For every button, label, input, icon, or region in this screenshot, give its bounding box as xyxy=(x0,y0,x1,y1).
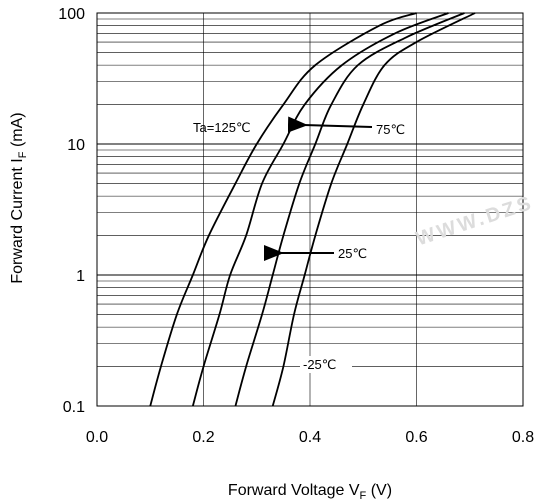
series-line xyxy=(271,12,476,407)
y-tick-label: 10 xyxy=(67,137,85,154)
annotation-arrow xyxy=(287,116,373,133)
y-tick-label: 100 xyxy=(58,6,85,23)
series-label: 75℃ xyxy=(376,122,405,137)
series-line xyxy=(191,12,449,407)
series-label: -25℃ xyxy=(303,357,336,372)
y-tick-label: 0.1 xyxy=(63,399,85,416)
y-tick-label: 1 xyxy=(76,268,85,285)
series-label: 25℃ xyxy=(338,246,367,261)
x-tick-label: 0.2 xyxy=(192,429,214,446)
x-tick-label: 0.6 xyxy=(405,429,427,446)
x-tick-label: 0.4 xyxy=(299,429,321,446)
annotations: Ta=125℃ 75℃ 25℃ -25℃ xyxy=(193,116,405,373)
curves xyxy=(149,12,476,407)
grid xyxy=(96,12,524,407)
tick-labels: 0.0 0.2 0.4 0.6 0.8 0.1 1 10 100 xyxy=(58,6,534,446)
series-label: Ta=125℃ xyxy=(193,120,251,135)
plot-frame xyxy=(96,12,524,407)
label-background xyxy=(300,356,352,373)
x-tick-label: 0.8 xyxy=(512,429,534,446)
y-axis-title: Forward Current IF (mA) xyxy=(9,112,29,283)
series-line xyxy=(149,12,417,407)
x-axis-title: Forward Voltage VF (V) xyxy=(228,482,392,502)
series-line xyxy=(234,12,465,407)
x-tick-label: 0.0 xyxy=(86,429,108,446)
